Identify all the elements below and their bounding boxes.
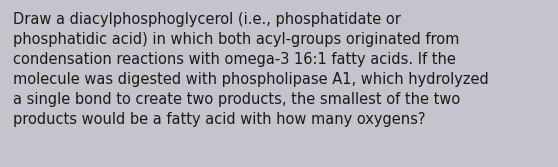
Text: Draw a diacylphosphoglycerol (i.e., phosphatidate or
phosphatidic acid) in which: Draw a diacylphosphoglycerol (i.e., phos… [13,12,489,127]
